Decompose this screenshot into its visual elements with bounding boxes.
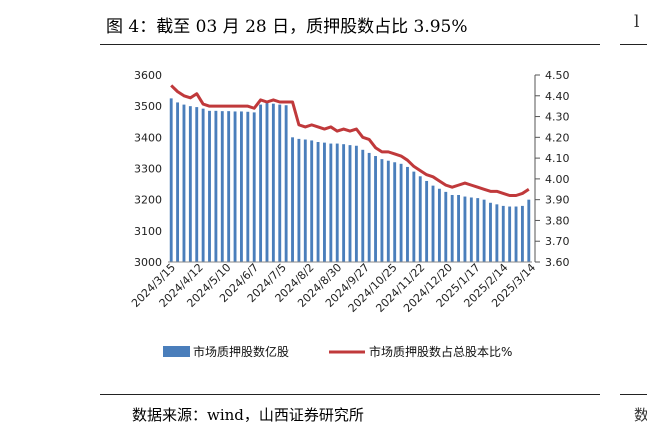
bar — [329, 143, 333, 262]
bar — [208, 110, 211, 262]
bar — [240, 111, 243, 262]
bar-series — [169, 98, 531, 263]
bar — [259, 104, 263, 262]
bar — [291, 137, 294, 262]
bar — [520, 205, 524, 262]
bar — [393, 162, 397, 262]
legend-label-bars: 市场质押股数亿股 — [193, 344, 289, 359]
right-tick-label: 3.90 — [545, 194, 570, 207]
bar — [418, 176, 422, 262]
legend-label-line: 市场质押股数占总股本比% — [369, 344, 512, 359]
bar — [457, 194, 460, 262]
bar — [501, 205, 505, 262]
bar — [252, 112, 256, 263]
bar — [335, 143, 339, 262]
bar — [316, 142, 320, 262]
right-tick-label: 4.50 — [545, 69, 570, 82]
bar — [310, 140, 314, 262]
bar — [342, 144, 346, 262]
right-tick-label: 4.40 — [545, 90, 570, 103]
bar — [489, 202, 492, 262]
bar — [469, 197, 473, 262]
right-tick-label: 4.10 — [545, 152, 570, 165]
left-tick-label: 3100 — [134, 225, 162, 238]
bar — [514, 206, 518, 262]
right-tick-label: 3.80 — [545, 214, 570, 227]
bar — [188, 106, 192, 262]
bar — [201, 108, 205, 262]
bar — [450, 194, 454, 262]
bar — [246, 111, 250, 262]
left-tick-label: 3300 — [134, 163, 162, 176]
bar — [297, 138, 301, 262]
left-tick-label: 3000 — [134, 256, 162, 269]
title-rule-right — [620, 44, 647, 45]
x-axis: 2024/3/152024/4/122024/5/102024/6/72024/… — [129, 261, 538, 315]
right-tick-label: 3.70 — [545, 235, 570, 248]
bar — [195, 107, 199, 262]
figure-title: 图 4：截至 03 月 28 日，质押股数占比 3.95% — [106, 17, 468, 37]
bar — [220, 111, 224, 263]
bar — [444, 191, 448, 263]
bar — [437, 188, 441, 262]
bar — [399, 163, 403, 262]
adjacent-figure-glyph: l — [634, 12, 640, 32]
bar — [406, 166, 409, 262]
left-tick-label: 3200 — [134, 194, 162, 207]
right-tick-label: 4.20 — [545, 131, 570, 144]
bar — [303, 139, 307, 262]
bar — [182, 104, 186, 262]
left-tick-label: 3600 — [134, 69, 162, 82]
bar — [463, 196, 467, 262]
bar — [476, 198, 480, 262]
legend: 市场质押股数亿股 市场质押股数占总股本比% — [163, 344, 512, 359]
bar — [527, 199, 531, 262]
left-y-axis: 3000 3100 3200 3300 3400 3500 3600 — [134, 69, 162, 269]
right-tick-label: 4.30 — [545, 111, 570, 124]
line-series — [170, 84, 530, 198]
bar — [425, 180, 429, 262]
bar — [508, 206, 512, 262]
bar — [278, 104, 282, 262]
bar — [495, 204, 499, 262]
bar — [233, 111, 237, 262]
pledge-ratio-line — [170, 84, 530, 198]
bar — [323, 142, 326, 262]
bar — [412, 171, 416, 262]
bar — [482, 199, 486, 262]
adjacent-source-glyph: 数 — [634, 406, 647, 424]
source-rule — [100, 394, 600, 395]
source-rule-right — [620, 394, 647, 395]
bar — [265, 103, 269, 262]
source-note: 数据来源：wind，山西证券研究所 — [132, 406, 364, 424]
right-tick-label: 3.60 — [545, 256, 570, 269]
bar — [374, 156, 377, 262]
bar — [354, 145, 358, 262]
bar — [214, 110, 218, 262]
legend-swatch-bars — [163, 346, 190, 357]
left-tick-label: 3500 — [134, 100, 162, 113]
left-tick-label: 3400 — [134, 131, 162, 144]
bar — [380, 159, 384, 262]
right-tick-label: 4.00 — [545, 173, 570, 186]
bar — [348, 145, 352, 263]
bar — [227, 111, 231, 263]
bar — [361, 149, 365, 262]
title-rule — [100, 44, 600, 45]
right-y-axis: 3.60 3.70 3.80 3.90 4.00 4.10 4.20 4.30 4.40 4.50 — [534, 69, 570, 269]
bar — [176, 102, 180, 263]
bar — [271, 103, 275, 262]
bar — [431, 185, 435, 262]
bar — [284, 105, 288, 262]
bar — [367, 152, 371, 262]
bar — [386, 160, 390, 262]
bar — [169, 98, 173, 263]
